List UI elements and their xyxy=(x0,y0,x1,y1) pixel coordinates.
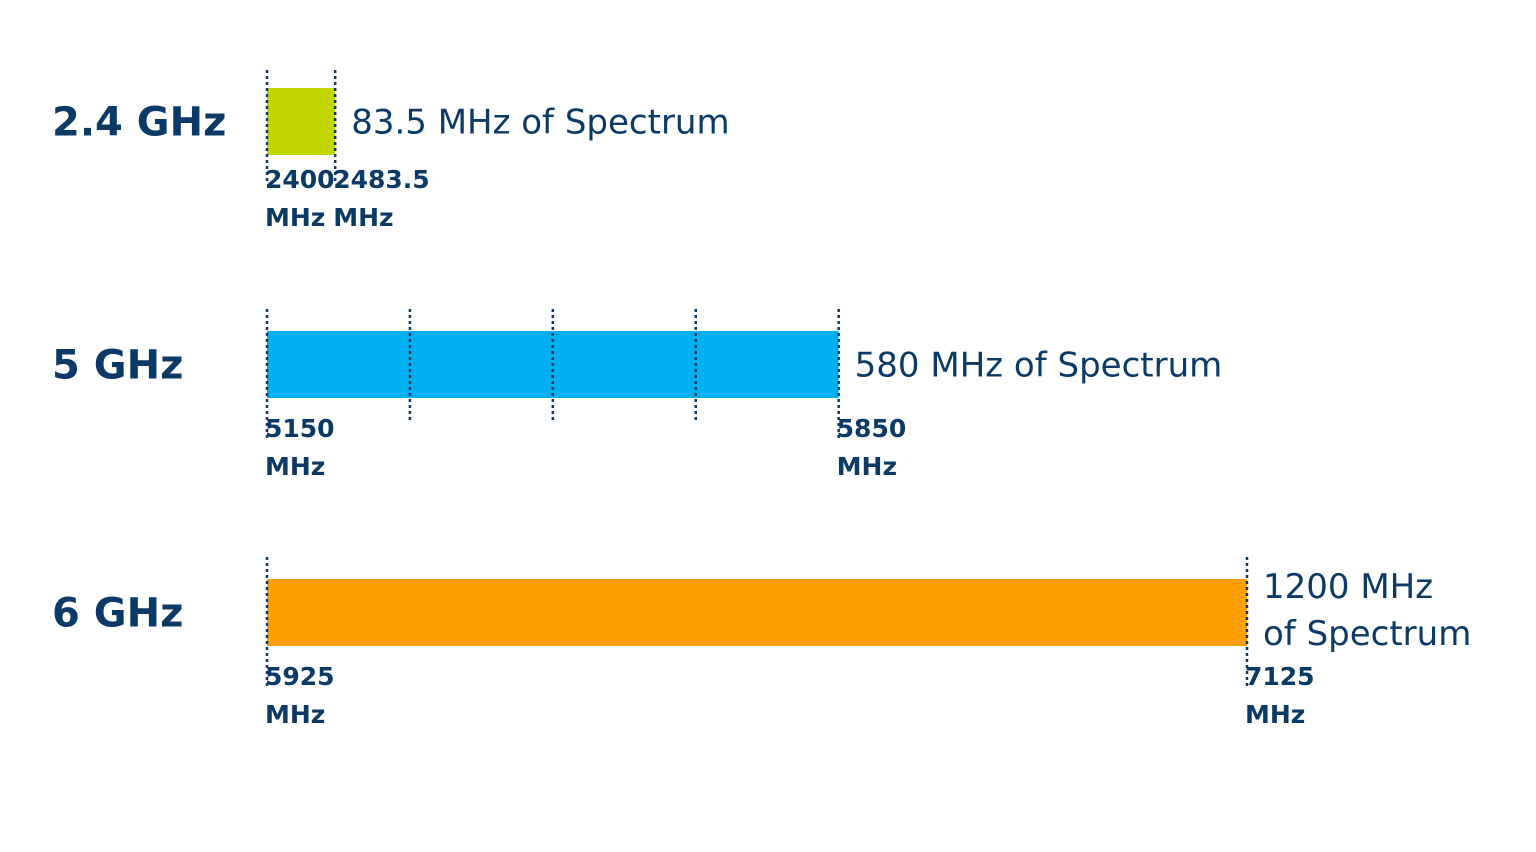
tick-unit: MHz xyxy=(837,452,897,481)
band-label: 5 GHz xyxy=(52,343,183,389)
spectrum-description: of Spectrum xyxy=(1263,614,1471,654)
tick-value: 5925 xyxy=(265,662,335,691)
tick-unit: MHz xyxy=(265,452,325,481)
tick-unit: MHz xyxy=(1245,700,1305,729)
tick-unit: MHz xyxy=(265,700,325,729)
tick-value: 2400 xyxy=(265,165,335,194)
tick-value: 5150 xyxy=(265,414,335,443)
band-bar xyxy=(267,88,336,155)
band-label: 2.4 GHz xyxy=(52,100,226,146)
tick-value: 2483.5 xyxy=(333,165,429,194)
spectrum-description: 580 MHz of Spectrum xyxy=(855,346,1223,386)
tick-unit: MHz xyxy=(333,203,393,232)
tick-value: 5850 xyxy=(837,414,907,443)
spectrum-description: 1200 MHz xyxy=(1263,567,1433,607)
tick-unit: MHz xyxy=(265,203,325,232)
band-label: 6 GHz xyxy=(52,591,183,637)
tick-value: 7125 xyxy=(1245,662,1315,691)
band-bar xyxy=(267,579,1247,646)
spectrum-description: 83.5 MHz of Spectrum xyxy=(351,103,729,143)
